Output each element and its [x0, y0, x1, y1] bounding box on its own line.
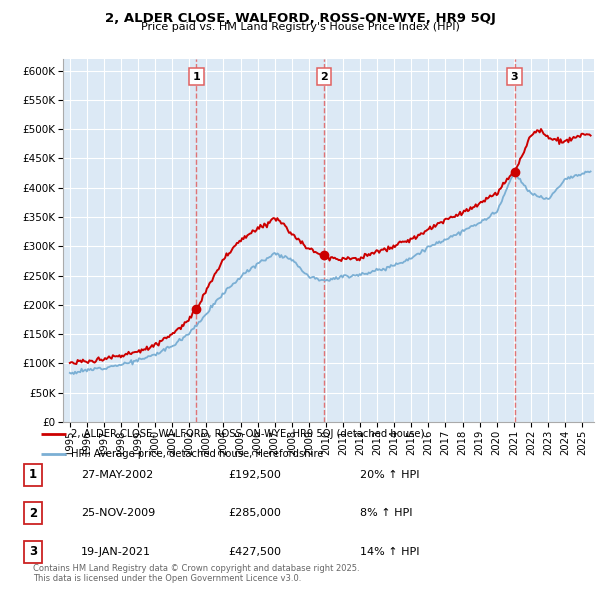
Text: Contains HM Land Registry data © Crown copyright and database right 2025.
This d: Contains HM Land Registry data © Crown c… [33, 563, 359, 583]
Text: 2: 2 [320, 71, 328, 81]
Text: 19-JAN-2021: 19-JAN-2021 [81, 547, 151, 556]
Text: 14% ↑ HPI: 14% ↑ HPI [360, 547, 419, 556]
Text: 3: 3 [511, 71, 518, 81]
Text: 2, ALDER CLOSE, WALFORD, ROSS-ON-WYE, HR9 5QJ (detached house): 2, ALDER CLOSE, WALFORD, ROSS-ON-WYE, HR… [71, 430, 425, 439]
Text: 1: 1 [193, 71, 200, 81]
Text: £285,000: £285,000 [228, 509, 281, 518]
Text: 27-MAY-2002: 27-MAY-2002 [81, 470, 153, 480]
Text: £427,500: £427,500 [228, 547, 281, 556]
Text: 2: 2 [29, 507, 37, 520]
Text: 25-NOV-2009: 25-NOV-2009 [81, 509, 155, 518]
Text: 8% ↑ HPI: 8% ↑ HPI [360, 509, 413, 518]
Text: 1: 1 [29, 468, 37, 481]
Text: 3: 3 [29, 545, 37, 558]
Text: 20% ↑ HPI: 20% ↑ HPI [360, 470, 419, 480]
Text: Price paid vs. HM Land Registry's House Price Index (HPI): Price paid vs. HM Land Registry's House … [140, 22, 460, 32]
Text: £192,500: £192,500 [228, 470, 281, 480]
Text: HPI: Average price, detached house, Herefordshire: HPI: Average price, detached house, Here… [71, 450, 324, 459]
Text: 2, ALDER CLOSE, WALFORD, ROSS-ON-WYE, HR9 5QJ: 2, ALDER CLOSE, WALFORD, ROSS-ON-WYE, HR… [104, 12, 496, 25]
